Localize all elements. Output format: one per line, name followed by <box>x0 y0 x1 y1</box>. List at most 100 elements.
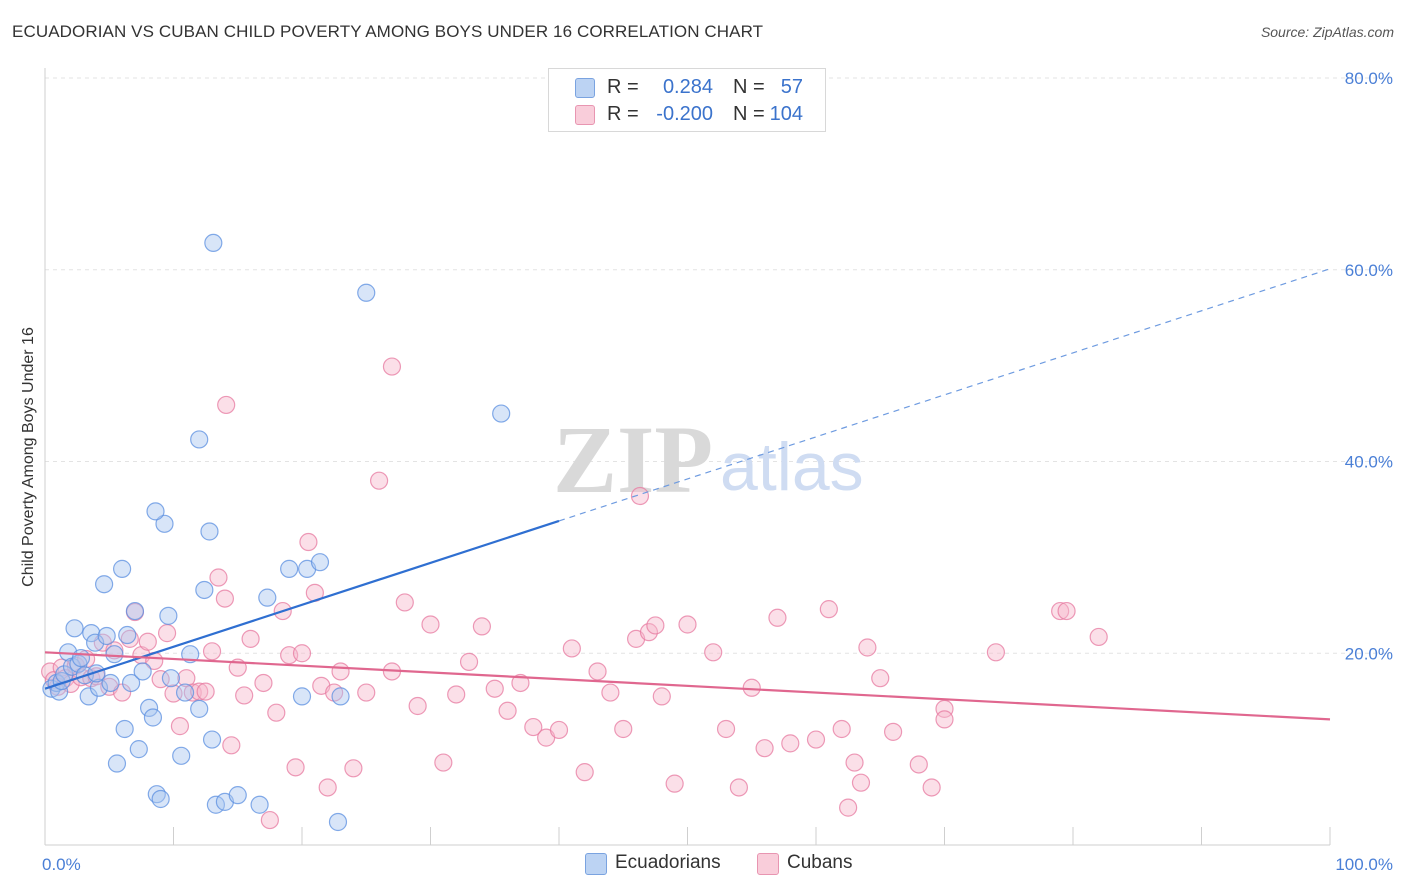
ecuadorian-point <box>105 645 124 664</box>
cuban-point <box>883 722 903 741</box>
cuban-point <box>704 643 723 662</box>
cuban-point <box>485 679 504 698</box>
ecuadorian-point <box>190 699 209 718</box>
cuban-point <box>209 568 228 587</box>
cuban-point <box>1089 627 1108 647</box>
cuban-point <box>858 638 877 657</box>
cuban-point <box>286 758 305 777</box>
cuban-point <box>729 778 749 797</box>
y-tick-label: 80.0% <box>1345 69 1393 88</box>
y-axis-title: Child Poverty Among Boys Under 16 <box>20 327 37 587</box>
cuban-point <box>986 643 1006 662</box>
legend-swatch-pink <box>757 853 779 875</box>
cuban-point <box>575 763 594 782</box>
cuban-point <box>1057 601 1076 621</box>
ecuadorian-point <box>112 559 132 578</box>
cuban-point <box>755 739 774 758</box>
legend-n-value: 57 <box>780 76 803 98</box>
ecuadorian-point <box>202 730 222 749</box>
cuban-point <box>588 662 607 681</box>
ecuadorian-point <box>195 580 214 600</box>
legend-row-ecuadorians: R = 0.284 N = 57 <box>549 76 825 102</box>
cuban-point <box>498 701 517 720</box>
cuban-point <box>318 778 337 797</box>
cuban-point <box>845 753 864 772</box>
ecuadorian-point <box>118 625 137 645</box>
cuban-point <box>299 532 318 552</box>
ecuadorian-point <box>200 522 219 541</box>
cuban-point <box>254 673 273 693</box>
cuban-point <box>157 624 177 643</box>
cuban-point <box>839 798 858 817</box>
cuban-point <box>196 682 215 701</box>
cuban-point <box>138 632 157 651</box>
cuban-point <box>639 623 659 642</box>
ecuadorian-point <box>87 664 106 683</box>
cuban-point <box>292 644 312 663</box>
cuban-point <box>408 696 427 716</box>
legend-n-value: 104 <box>769 103 803 125</box>
ecuadorian-point <box>139 698 159 717</box>
cuban-point <box>832 719 851 739</box>
cuban-point <box>382 357 402 376</box>
ecuadorian-point <box>492 404 511 423</box>
cuban-point <box>183 683 202 702</box>
cuban-point <box>601 683 620 702</box>
ecuadorian-point <box>146 502 165 521</box>
cuban-point <box>215 589 234 608</box>
ecuadorian-point <box>65 619 84 638</box>
ecuadorian-point <box>161 669 181 688</box>
cuban-point <box>851 773 871 792</box>
legend-r-label: R = <box>607 103 639 125</box>
axes <box>44 68 1331 846</box>
watermark-atlas: atlas <box>720 429 864 505</box>
legend-r-value: -0.200 <box>656 103 713 125</box>
grid <box>45 77 1392 654</box>
legend-r-label: R = <box>607 76 639 98</box>
ecuadorians-trendline-extension <box>558 268 1331 522</box>
ecuadorian-point <box>250 795 269 814</box>
legend-swatch-blue <box>575 78 595 98</box>
ecuadorian-point <box>172 746 191 765</box>
y-tick-label: 20.0% <box>1345 644 1393 663</box>
cuban-point <box>768 608 787 627</box>
cuban-point <box>1051 601 1070 621</box>
cuban-point <box>357 683 376 702</box>
cuban-point <box>742 678 761 697</box>
ecuadorian-point <box>133 662 152 681</box>
cuban-point <box>562 639 581 658</box>
ecuadorian-point <box>129 740 148 759</box>
ecuadorian-point <box>258 588 277 607</box>
cuban-point <box>202 642 222 661</box>
cuban-point <box>235 686 254 705</box>
cuban-point <box>646 616 665 635</box>
cuban-point <box>472 617 491 636</box>
ecuadorian-point <box>328 812 348 832</box>
ecuadorian-point <box>121 673 141 693</box>
ecuadorians-trendline <box>44 519 560 690</box>
cuban-point <box>922 778 941 797</box>
ecuadorian-point <box>125 601 145 621</box>
y-tick-label: 40.0% <box>1345 453 1393 472</box>
cuban-point <box>241 629 260 648</box>
cuban-point <box>170 717 190 736</box>
cuban-point <box>222 736 241 755</box>
cuban-point <box>678 615 697 634</box>
cuban-point <box>434 753 453 772</box>
cuban-point <box>511 673 530 693</box>
trendlines <box>44 268 1331 721</box>
ecuadorian-point <box>107 754 127 773</box>
legend-n-label: N = <box>733 76 765 98</box>
cuban-point <box>871 669 890 688</box>
ecuadorian-point <box>71 648 91 668</box>
ecuadorian-point <box>82 624 101 643</box>
ecuadorian-point <box>97 626 116 646</box>
chart-title: ECUADORIAN VS CUBAN CHILD POVERTY AMONG … <box>12 22 764 41</box>
legend-r-value: 0.284 <box>662 76 713 98</box>
x-tick-label: 0.0% <box>42 855 81 874</box>
ecuadorian-point <box>159 606 178 625</box>
cuban-point <box>331 662 350 681</box>
cuban-point <box>781 734 800 753</box>
legend-swatch-blue <box>585 853 607 875</box>
tick-labels: 20.0% 40.0% 60.0% 80.0% 0.0% 100.0% <box>42 69 1393 874</box>
